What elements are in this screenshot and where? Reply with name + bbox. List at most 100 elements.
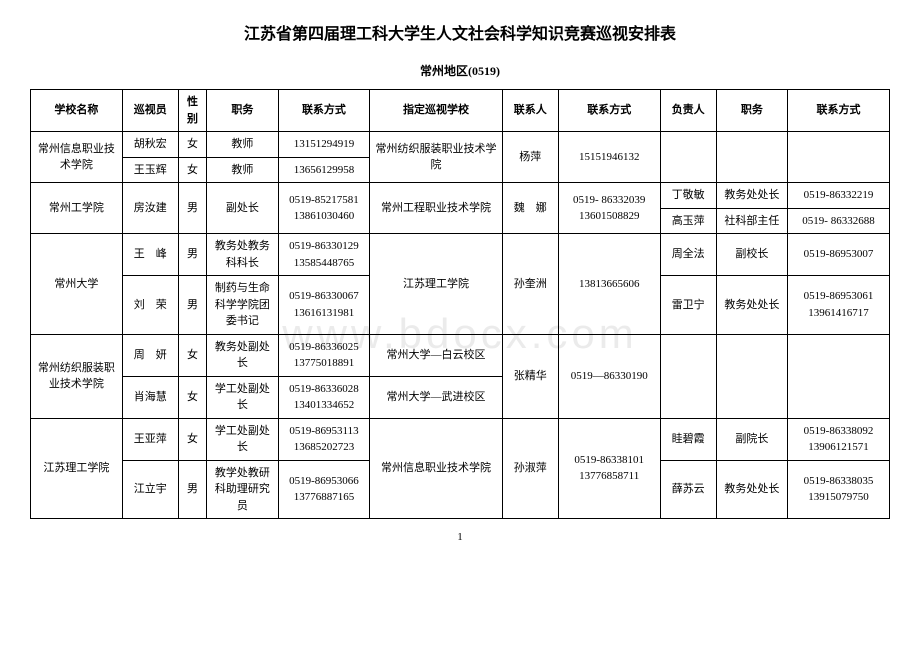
cell: 男: [178, 276, 207, 335]
cell: 胡秋宏: [122, 132, 178, 158]
cell: 13151294919: [278, 132, 370, 158]
table-row: 常州大学 王 峰 男 教务处教务科科长 0519-863301291358544…: [31, 234, 890, 276]
cell: 制药与生命科学学院团委书记: [207, 276, 278, 335]
cell: 王玉辉: [122, 157, 178, 183]
cell: 0519-8633810113776858711: [558, 418, 660, 519]
cell: 15151946132: [558, 132, 660, 183]
cell: 0519-8633602813401334652: [278, 376, 370, 418]
cell: 0519-8633809213906121571: [788, 418, 890, 460]
cell: 杨萍: [502, 132, 558, 183]
col-ctel: 联系方式: [558, 90, 660, 132]
cell: 0519-8521758113861030460: [278, 183, 370, 234]
page-number: 1: [30, 531, 890, 543]
cell: 女: [178, 376, 207, 418]
cell: 教务处处长: [716, 183, 787, 209]
cell: 学工处副处长: [207, 418, 278, 460]
cell: 学工处副处长: [207, 376, 278, 418]
cell: 教师: [207, 132, 278, 158]
cell: 刘 荣: [122, 276, 178, 335]
cell-school: 常州纺织服装职业技术学院: [31, 334, 123, 418]
cell: 副处长: [207, 183, 278, 234]
cell: 副校长: [716, 234, 787, 276]
cell-assign: 常州信息职业技术学院: [370, 418, 502, 519]
cell: 女: [178, 132, 207, 158]
cell: 江立宇: [122, 460, 178, 519]
cell: [716, 334, 787, 418]
cell: 眭碧霞: [660, 418, 716, 460]
table-header-row: 学校名称 巡视员 性别 职务 联系方式 指定巡视学校 联系人 联系方式 负责人 …: [31, 90, 890, 132]
cell-school: 常州大学: [31, 234, 123, 335]
region-subtitle: 常州地区(0519): [30, 62, 890, 79]
cell-assign: 常州大学—白云校区: [370, 334, 502, 376]
cell: 0519-8695311313685202723: [278, 418, 370, 460]
cell-assign: 常州大学—武进校区: [370, 376, 502, 418]
table-row: 常州纺织服装职业技术学院 周 妍 女 教务处副处长 0519-863360251…: [31, 334, 890, 376]
cell: 副院长: [716, 418, 787, 460]
cell: 女: [178, 157, 207, 183]
table-row: 江苏理工学院 王亚萍 女 学工处副处长 0519-869531131368520…: [31, 418, 890, 460]
cell: 女: [178, 334, 207, 376]
page-title: 江苏省第四届理工科大学生人文社会科学知识竞赛巡视安排表: [30, 20, 890, 44]
col-tel: 联系方式: [278, 90, 370, 132]
cell: [660, 132, 716, 183]
col-leader: 负责人: [660, 90, 716, 132]
cell: 0519-8633012913585448765: [278, 234, 370, 276]
cell: 男: [178, 183, 207, 234]
cell: 张精华: [502, 334, 558, 418]
cell-school: 常州信息职业技术学院: [31, 132, 123, 183]
cell-assign: 常州纺织服装职业技术学院: [370, 132, 502, 183]
cell: 0519-86953007: [788, 234, 890, 276]
cell: 房汝建: [122, 183, 178, 234]
cell-school: 江苏理工学院: [31, 418, 123, 519]
col-ljob: 职务: [716, 90, 787, 132]
cell: 周 妍: [122, 334, 178, 376]
cell: [716, 132, 787, 183]
cell: [788, 132, 890, 183]
cell: 肖海慧: [122, 376, 178, 418]
cell: 0519-8633006713616131981: [278, 276, 370, 335]
cell: [660, 334, 716, 418]
cell: 教学处教研科助理研究员: [207, 460, 278, 519]
cell: 社科部主任: [716, 208, 787, 234]
cell: 0519-8633803513915079750: [788, 460, 890, 519]
cell: 丁敬敏: [660, 183, 716, 209]
table-row: 常州信息职业技术学院 胡秋宏 女 教师 13151294919 常州纺织服装职业…: [31, 132, 890, 158]
cell: 孙淑萍: [502, 418, 558, 519]
schedule-table: 学校名称 巡视员 性别 职务 联系方式 指定巡视学校 联系人 联系方式 负责人 …: [30, 89, 890, 519]
col-assign: 指定巡视学校: [370, 90, 502, 132]
cell: 周全法: [660, 234, 716, 276]
cell-assign: 江苏理工学院: [370, 234, 502, 335]
cell: 0519-86332219: [788, 183, 890, 209]
cell: 教师: [207, 157, 278, 183]
cell: 王亚萍: [122, 418, 178, 460]
cell: 魏 娜: [502, 183, 558, 234]
cell: 0519-8695306613776887165: [278, 460, 370, 519]
cell: 男: [178, 234, 207, 276]
table-row: 常州工学院 房汝建 男 副处长 0519-8521758113861030460…: [31, 183, 890, 209]
cell: 13656129958: [278, 157, 370, 183]
cell: 高玉萍: [660, 208, 716, 234]
col-inspector: 巡视员: [122, 90, 178, 132]
cell: 男: [178, 460, 207, 519]
cell: 教务处副处长: [207, 334, 278, 376]
cell: 0519-8633602513775018891: [278, 334, 370, 376]
cell: 女: [178, 418, 207, 460]
cell: 0519- 86332688: [788, 208, 890, 234]
cell: 教务处处长: [716, 460, 787, 519]
cell: 教务处处长: [716, 276, 787, 335]
cell: 13813665606: [558, 234, 660, 335]
cell: [788, 334, 890, 418]
cell: 孙奎洲: [502, 234, 558, 335]
cell-assign: 常州工程职业技术学院: [370, 183, 502, 234]
cell: 0519-8695306113961416717: [788, 276, 890, 335]
col-job: 职务: [207, 90, 278, 132]
cell: 0519—86330190: [558, 334, 660, 418]
col-sex: 性别: [178, 90, 207, 132]
col-ltel: 联系方式: [788, 90, 890, 132]
cell-school: 常州工学院: [31, 183, 123, 234]
cell: 0519- 8633203913601508829: [558, 183, 660, 234]
cell: 薛苏云: [660, 460, 716, 519]
cell: 王 峰: [122, 234, 178, 276]
col-school: 学校名称: [31, 90, 123, 132]
cell: 雷卫宁: [660, 276, 716, 335]
